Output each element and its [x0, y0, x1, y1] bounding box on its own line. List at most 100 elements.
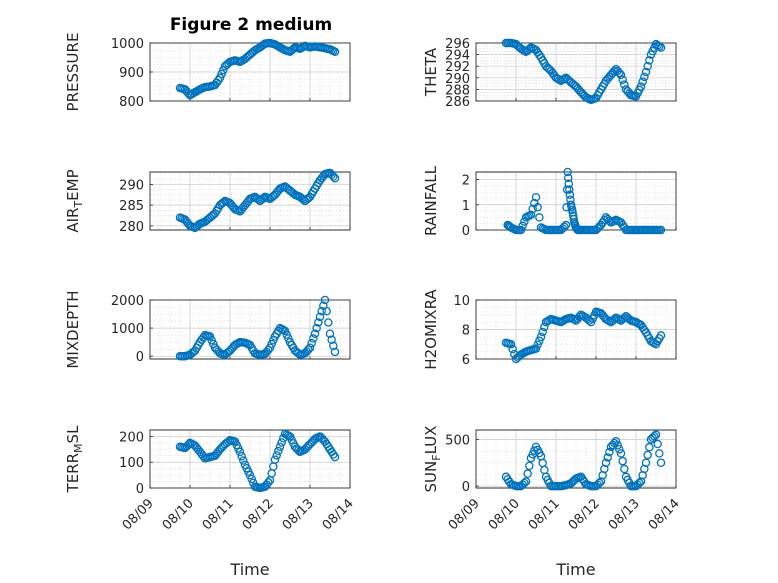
y-tick-label: 2	[462, 174, 470, 189]
data-point	[620, 313, 629, 322]
x-tick-label: 08/12	[566, 496, 603, 533]
data-point	[656, 331, 666, 340]
data-point	[616, 70, 626, 80]
y-tick-label: 900	[119, 66, 144, 81]
y-tick-label: 0	[136, 350, 144, 365]
y-axis-label: TERRMSL	[64, 425, 85, 494]
data-point	[533, 203, 542, 212]
y-tick-label: 1	[462, 199, 470, 214]
y-axis-label: MIXDEPTH	[64, 290, 82, 368]
data-point	[330, 173, 340, 183]
data-point	[613, 441, 622, 450]
data-point	[635, 478, 644, 488]
y-tick-label: 0	[136, 482, 144, 497]
data-point	[655, 42, 664, 51]
data-point	[538, 327, 547, 337]
axes-frame	[149, 299, 351, 360]
data-point	[304, 345, 313, 354]
data-point	[237, 451, 246, 461]
x-tick-label: 08/13	[606, 496, 643, 533]
data-point	[247, 474, 256, 484]
subplot-h2omixra: 6 8 10 H2OMIXRA	[422, 289, 677, 370]
data-point	[605, 447, 614, 457]
y-axis-label: H2OMIXRA	[422, 289, 440, 370]
axes-frame	[149, 42, 351, 102]
data-point	[329, 341, 338, 351]
y-tick-label: 8	[462, 324, 470, 339]
data-point	[526, 210, 536, 220]
subplot-mixdepth: 0 1000 2000 MIXDEPTH	[64, 290, 351, 369]
data-point	[610, 66, 619, 76]
y-tick-label: 286	[445, 95, 470, 110]
x-tick-label: 08/12	[240, 496, 277, 533]
y-tick-label: 100	[119, 456, 144, 471]
data-point	[531, 192, 541, 202]
data-point	[651, 430, 661, 439]
data-point	[655, 449, 664, 458]
data-point	[270, 455, 280, 464]
data-point	[531, 344, 541, 353]
y-tick-label: 280	[119, 220, 144, 235]
data-point	[327, 335, 336, 345]
data-point	[329, 172, 338, 181]
y-axis-label: AIRTEMP	[64, 169, 85, 232]
data-point	[615, 445, 624, 454]
data-point	[312, 323, 321, 333]
data-point	[565, 185, 574, 194]
data-point	[235, 447, 245, 457]
data-point	[317, 306, 326, 316]
subplot-rainfall: 0 1 2 RAINFALL	[422, 165, 677, 239]
y-tick-label: 10	[453, 294, 470, 309]
data-point	[653, 439, 662, 449]
data-point	[645, 442, 654, 452]
subplot-air: 280 285 290 AIRTEMP	[64, 168, 351, 235]
axes-frame	[475, 299, 677, 360]
data-point	[322, 306, 331, 316]
y-axis-label: THETA	[422, 47, 440, 97]
data-point	[603, 453, 612, 462]
data-point	[535, 336, 544, 346]
y-tick-label: 0	[462, 224, 470, 239]
axes-frame	[149, 429, 351, 489]
data-point	[217, 69, 226, 79]
x-tick-label: 08/10	[486, 496, 523, 533]
data-point	[656, 43, 666, 52]
data-point	[330, 47, 340, 56]
y-tick-label: 2000	[111, 294, 144, 309]
y-tick-label: 6	[462, 353, 470, 368]
y-axis-label: PRESSURE	[64, 33, 82, 112]
data-point	[601, 458, 611, 467]
y-tick-label: 285	[119, 199, 144, 214]
data-point	[330, 452, 340, 462]
data-point	[643, 61, 652, 71]
data-point	[563, 167, 572, 177]
axes-frame	[149, 171, 351, 231]
data-point	[215, 73, 225, 83]
data-point	[272, 451, 281, 460]
data-point	[611, 436, 621, 446]
data-point	[560, 222, 569, 231]
data-point	[275, 442, 285, 452]
x-axis-label: Time	[555, 560, 595, 579]
data-point	[650, 431, 659, 441]
data-point	[643, 450, 652, 460]
x-tick-label: 08/09	[446, 496, 483, 533]
data-point	[595, 478, 604, 488]
data-point	[520, 478, 529, 488]
y-tick-label: 292	[445, 60, 470, 75]
data-point	[620, 80, 629, 89]
subplot-pressure: 800 900 1000 PRESSURE	[64, 33, 351, 112]
data-point	[641, 458, 651, 467]
data-point	[618, 75, 627, 84]
data-point	[310, 329, 320, 338]
y-axis-label: RAINFALL	[422, 165, 440, 236]
data-point	[521, 477, 531, 486]
data-point	[516, 225, 526, 235]
data-point	[506, 339, 516, 349]
x-tick-label: 08/11	[200, 496, 237, 533]
y-tick-label: 1000	[111, 37, 144, 52]
y-tick-label: 200	[119, 430, 144, 445]
data-point	[645, 56, 654, 65]
data-point	[214, 75, 223, 85]
